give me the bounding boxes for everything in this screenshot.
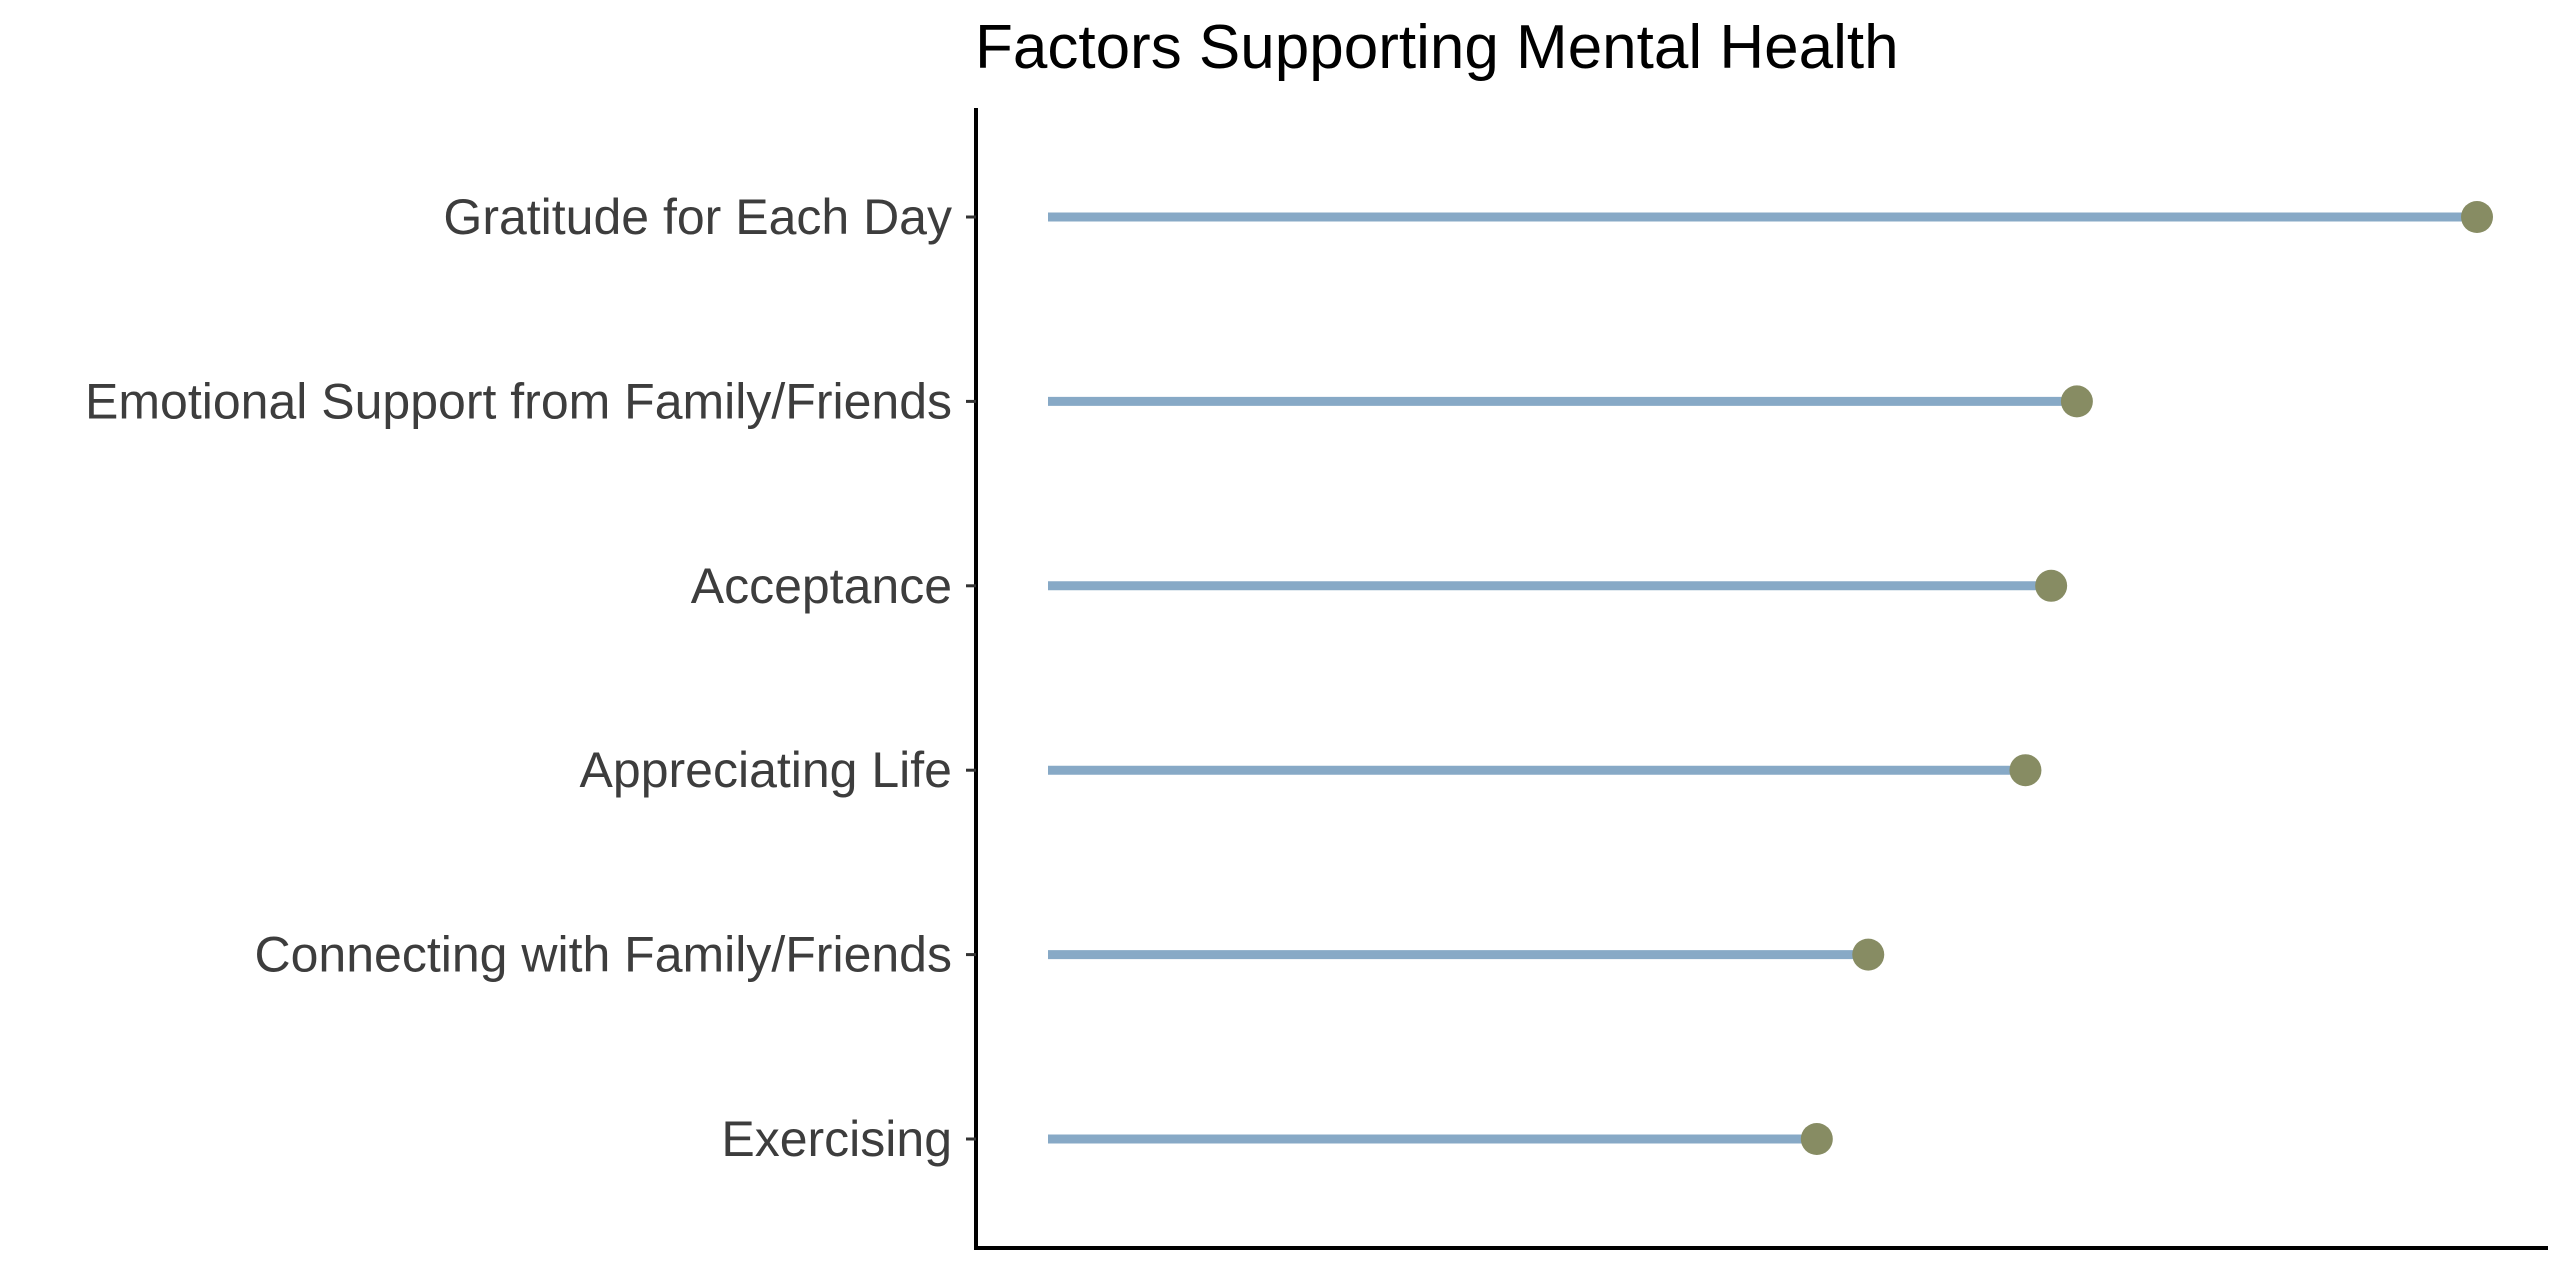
- y-tick-label-connecting-with-family-friends: Connecting with Family/Friends: [255, 927, 953, 983]
- y-tick-label-emotional-support-from-family-friends: Emotional Support from Family/Friends: [85, 373, 952, 429]
- dot-connecting-with-family-friends: [1852, 938, 1885, 971]
- dot-appreciating-life: [2009, 754, 2042, 787]
- dot-gratitude-for-each-day: [2461, 201, 2493, 233]
- dot-acceptance: [2035, 569, 2068, 602]
- y-tick-label-acceptance: Acceptance: [691, 558, 952, 614]
- y-tick-label-appreciating-life: Appreciating Life: [580, 742, 952, 798]
- dot-emotional-support-from-family-friends: [2060, 385, 2093, 418]
- y-axis: Gratitude for Each Day Emotional Support …: [85, 108, 2548, 1250]
- y-tick-label-exercising: Exercising: [721, 1111, 952, 1167]
- y-tick-label-gratitude-for-each-day: Gratitude for Each Day: [443, 189, 952, 245]
- chart-title: Factors Supporting Mental Health: [975, 13, 1899, 82]
- chart-marks: [1048, 201, 2493, 1155]
- dot-exercising: [1800, 1123, 1833, 1155]
